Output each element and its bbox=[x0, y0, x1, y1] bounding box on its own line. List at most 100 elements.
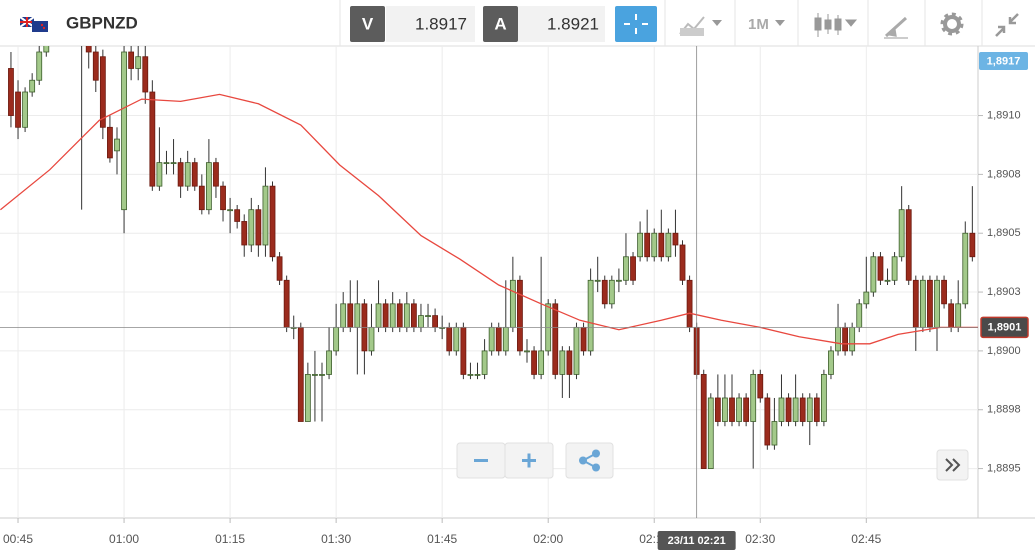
candle-body bbox=[785, 397, 792, 422]
y-tick-label: 1,8895 bbox=[987, 462, 1021, 474]
candle-body bbox=[418, 315, 424, 328]
scroll-to-end-button[interactable] bbox=[936, 449, 969, 481]
candle-body bbox=[912, 279, 919, 328]
candle-body bbox=[884, 279, 891, 282]
sell-price-box bbox=[386, 6, 475, 42]
buy-price-box bbox=[518, 6, 605, 42]
x-tick-label: 02:00 bbox=[533, 532, 563, 546]
settings-button[interactable] bbox=[940, 12, 964, 36]
candle-body bbox=[771, 421, 778, 446]
collapse-button[interactable] bbox=[995, 13, 1019, 37]
zoom-in-button[interactable] bbox=[504, 442, 554, 479]
candle-body bbox=[425, 315, 431, 317]
candle-body bbox=[601, 279, 608, 305]
chart-type-button[interactable] bbox=[679, 16, 722, 36]
candle-body bbox=[283, 279, 290, 328]
candle-body bbox=[227, 209, 233, 212]
crosshair-price-label: 1,8901 bbox=[988, 321, 1022, 333]
overlay: 23/11 02:21 1,8901 1,8917 bbox=[0, 46, 1029, 550]
candle-body bbox=[820, 374, 827, 422]
candle-body bbox=[517, 279, 523, 352]
candle-body bbox=[637, 232, 644, 258]
crosshair-button[interactable] bbox=[615, 6, 657, 42]
candle-body bbox=[665, 232, 672, 258]
candle-body bbox=[156, 162, 163, 187]
last-price-label: 1,8917 bbox=[987, 55, 1021, 67]
candle-body bbox=[460, 326, 467, 375]
candle-body bbox=[700, 374, 707, 469]
candle-body bbox=[729, 397, 735, 422]
candle-body bbox=[248, 209, 255, 246]
candle-body bbox=[276, 256, 283, 281]
candle-body bbox=[234, 209, 241, 222]
candle-body bbox=[446, 326, 453, 352]
candle-body bbox=[644, 232, 651, 258]
candle-body bbox=[255, 209, 262, 246]
candle-body bbox=[495, 326, 502, 352]
crosshair-time-label: 23/11 02:21 bbox=[668, 535, 726, 547]
candle-body bbox=[149, 91, 156, 187]
x-tick-label: 00:45 bbox=[3, 532, 33, 546]
zoom-out-button[interactable] bbox=[456, 442, 506, 479]
candle-body bbox=[877, 256, 884, 281]
candle-body bbox=[502, 326, 509, 352]
share-button[interactable] bbox=[565, 442, 614, 479]
symbol: GBPNZD bbox=[66, 13, 138, 32]
candle-body bbox=[135, 56, 142, 69]
candle-body bbox=[941, 279, 947, 305]
candle-body bbox=[736, 397, 742, 422]
candle-body bbox=[142, 56, 149, 93]
y-tick-label: 1,8910 bbox=[987, 109, 1021, 121]
buy-button[interactable] bbox=[483, 6, 518, 42]
candle-body bbox=[269, 185, 276, 258]
candle-body bbox=[396, 303, 403, 328]
candle-body bbox=[679, 244, 686, 281]
sell-button[interactable] bbox=[350, 6, 385, 42]
crosshair-price-box bbox=[980, 316, 1029, 339]
candle-body bbox=[474, 374, 481, 376]
candle-body bbox=[198, 185, 205, 211]
candle-body bbox=[304, 374, 311, 422]
candle-body bbox=[375, 303, 382, 328]
candle-body bbox=[919, 279, 926, 328]
candle-body bbox=[43, 46, 50, 53]
candle-body bbox=[524, 350, 530, 353]
candle-body bbox=[333, 326, 340, 352]
candle-body bbox=[799, 397, 806, 422]
candle-body bbox=[205, 162, 212, 211]
candle-body bbox=[114, 138, 120, 152]
x-tick-label: 01:15 bbox=[215, 532, 245, 546]
crosshair-time-box bbox=[657, 531, 736, 550]
x-tick-label: 02:45 bbox=[851, 532, 881, 546]
candle-style-button[interactable] bbox=[814, 13, 858, 37]
candle-body bbox=[184, 162, 191, 187]
x-tick-label: 02:30 bbox=[745, 532, 775, 546]
candle-body bbox=[92, 51, 99, 81]
candle-body bbox=[8, 68, 14, 116]
sell-label: V bbox=[362, 14, 374, 33]
candle-body bbox=[835, 326, 841, 352]
candle-body bbox=[955, 303, 962, 328]
candle-body bbox=[934, 279, 940, 328]
candle-body bbox=[608, 279, 615, 305]
candle-body bbox=[347, 303, 354, 328]
plot-area bbox=[0, 46, 978, 469]
timeframe[interactable]: 1M bbox=[748, 16, 769, 33]
candle-body bbox=[453, 326, 460, 352]
candle-body bbox=[750, 374, 757, 422]
candle-body bbox=[241, 221, 248, 246]
drawing-button[interactable] bbox=[884, 16, 908, 39]
candle-body bbox=[319, 374, 325, 376]
candle-body bbox=[213, 162, 219, 187]
x-tick-label: 01:00 bbox=[109, 532, 139, 546]
candle-body bbox=[792, 397, 799, 422]
candle-body bbox=[170, 162, 177, 165]
candle-body bbox=[36, 51, 43, 81]
candle-body bbox=[856, 303, 863, 328]
x-tick-label: 01:45 bbox=[427, 532, 457, 546]
candle-body bbox=[962, 232, 969, 305]
candle-body bbox=[15, 91, 21, 128]
y-tick-label: 1,8905 bbox=[987, 227, 1021, 239]
grid: 1,8895 1,8898 1,8900 1,8903 1,8905 1,8908 1,89… bbox=[0, 46, 1021, 546]
candle-body bbox=[813, 397, 820, 422]
